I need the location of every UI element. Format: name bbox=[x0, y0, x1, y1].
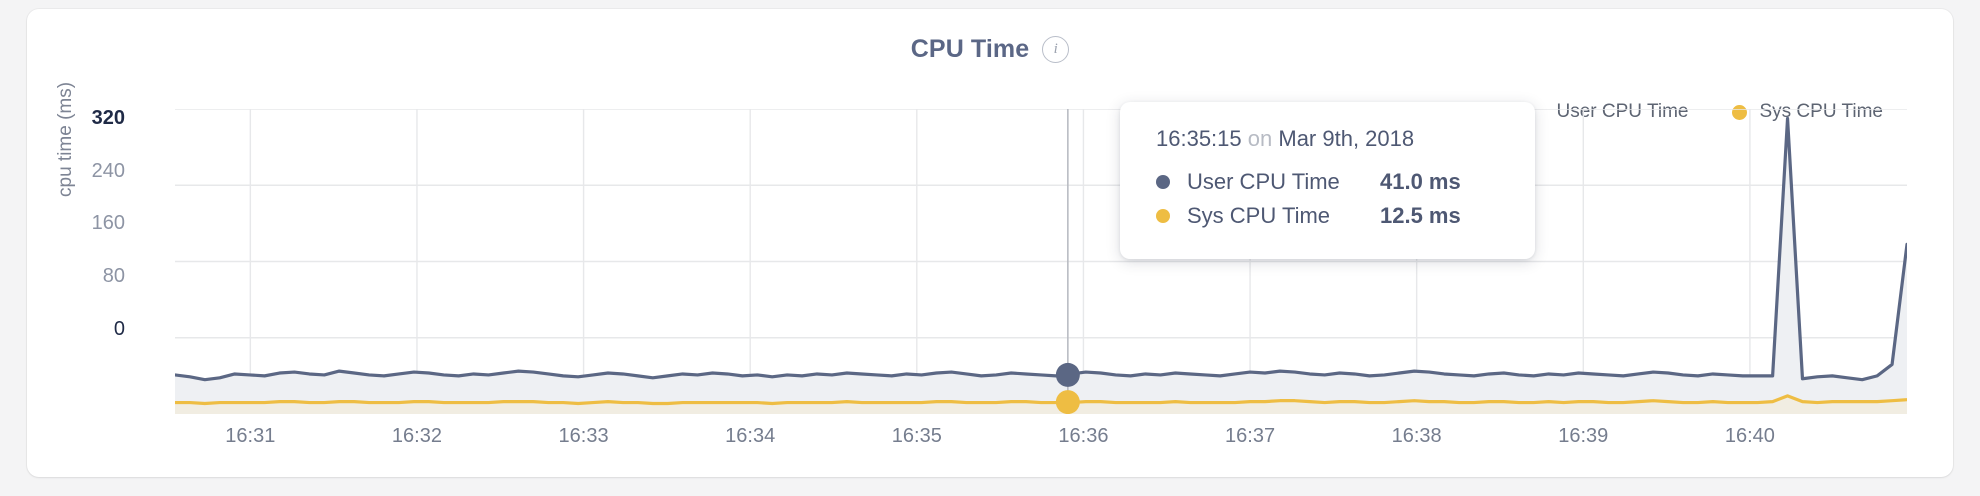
series-line-user-cpu bbox=[175, 116, 1907, 382]
chart-gridlines bbox=[175, 109, 1907, 414]
tooltip-dot-sys-icon bbox=[1156, 209, 1170, 223]
y-tick-240: 240 bbox=[91, 160, 125, 182]
hover-marker-user-cpu bbox=[1055, 362, 1080, 387]
tooltip-label-sys-cpu: Sys CPU Time bbox=[1187, 203, 1331, 228]
x-tick-16-32: 16:32 bbox=[391, 425, 442, 447]
chart-plot-area[interactable] bbox=[175, 109, 1907, 414]
x-tick-16-39: 16:39 bbox=[1558, 425, 1609, 447]
x-tick-16-35: 16:35 bbox=[891, 425, 942, 447]
legend-label-user-cpu: User CPU Time bbox=[1556, 101, 1689, 122]
x-tick-16-40: 16:40 bbox=[1724, 425, 1775, 447]
tooltip-value-user-cpu: 41.0 ms bbox=[1380, 169, 1461, 194]
cpu-time-chart-card: CPU Time i User CPU Time Sys CPU Time cp… bbox=[27, 9, 1953, 477]
legend-item-sys-cpu[interactable]: Sys CPU Time bbox=[1732, 101, 1883, 123]
chart-legend: User CPU Time Sys CPU Time bbox=[1529, 101, 1883, 123]
series-area-sys-cpu bbox=[175, 395, 1907, 414]
legend-dot-sys-icon bbox=[1732, 104, 1748, 120]
chart-svg bbox=[175, 109, 1907, 414]
legend-label-sys-cpu: Sys CPU Time bbox=[1759, 101, 1883, 122]
x-tick-16-33: 16:33 bbox=[558, 425, 609, 447]
x-tick-16-38: 16:38 bbox=[1391, 425, 1442, 447]
y-tick-80: 80 bbox=[102, 265, 125, 287]
x-tick-16-31: 16:31 bbox=[225, 425, 276, 447]
tooltip-row-sys-cpu: Sys CPU Time 12.5 ms bbox=[1120, 199, 1535, 233]
y-tick-0: 0 bbox=[113, 318, 125, 340]
tooltip-date: Mar 9th, 2018 bbox=[1278, 126, 1415, 151]
tooltip-label-user-cpu: User CPU Time bbox=[1187, 169, 1340, 194]
tooltip-on-word: on bbox=[1247, 126, 1273, 151]
tooltip-timestamp: 16:35:15 on Mar 9th, 2018 bbox=[1120, 126, 1535, 165]
hover-marker-sys-cpu bbox=[1055, 390, 1080, 414]
tooltip-row-user-cpu: User CPU Time 41.0 ms bbox=[1120, 165, 1535, 199]
x-tick-16-37: 16:37 bbox=[1225, 425, 1276, 447]
x-tick-16-34: 16:34 bbox=[725, 425, 776, 447]
series-line-sys-cpu bbox=[175, 394, 1907, 406]
tooltip-value-sys-cpu: 12.5 ms bbox=[1380, 203, 1461, 228]
page-title: CPU Time bbox=[910, 35, 1030, 63]
info-icon[interactable]: i bbox=[1042, 36, 1070, 63]
x-tick-16-36: 16:36 bbox=[1058, 425, 1109, 447]
tooltip-dot-user-icon bbox=[1156, 175, 1170, 189]
y-tick-320: 320 bbox=[91, 107, 125, 129]
hover-tooltip: 16:35:15 on Mar 9th, 2018 User CPU Time … bbox=[1120, 102, 1535, 259]
chart-vertical-gridlines bbox=[249, 109, 1751, 414]
tooltip-time: 16:35:15 bbox=[1156, 126, 1242, 151]
chart-header: CPU Time i bbox=[27, 35, 1953, 64]
series-area-user-cpu bbox=[175, 118, 1907, 414]
y-tick-160: 160 bbox=[91, 212, 125, 234]
